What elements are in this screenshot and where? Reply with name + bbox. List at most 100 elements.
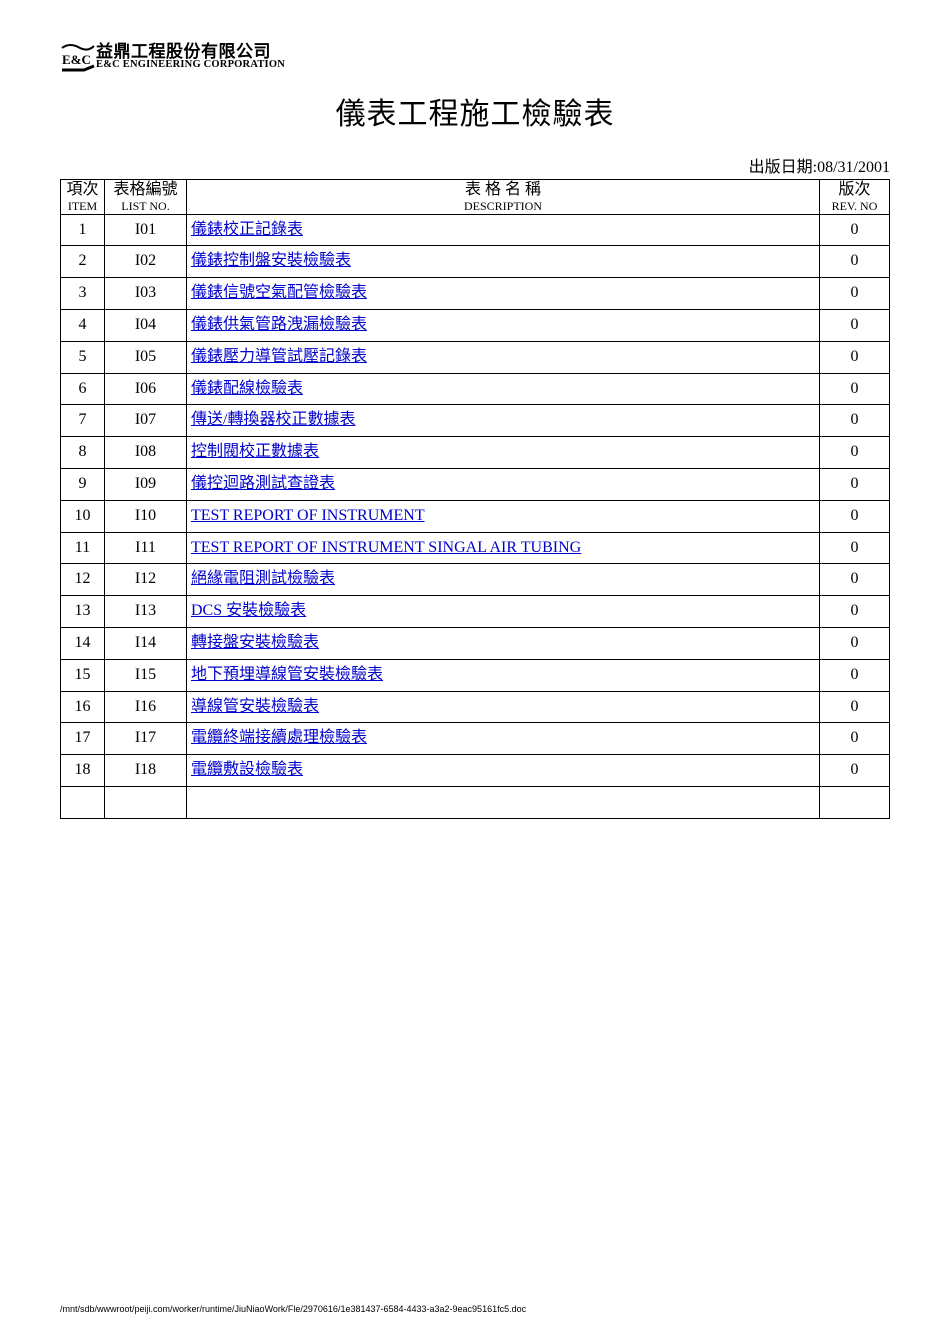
cell-list-no: I01 (105, 214, 187, 246)
cell-description: 儀錶信號空氣配管檢驗表 (187, 278, 820, 310)
cell-rev: 0 (820, 309, 890, 341)
cell-rev: 0 (820, 468, 890, 500)
form-link[interactable]: 電纜敷設檢驗表 (191, 761, 303, 778)
form-link[interactable]: 儀控迴路測試查證表 (191, 475, 335, 492)
header-desc-en: DESCRIPTION (187, 199, 819, 213)
form-link[interactable]: 儀錶壓力導管試壓記錄表 (191, 348, 367, 365)
cell-list-no: I12 (105, 564, 187, 596)
form-link[interactable]: DCS 安裝檢驗表 (191, 602, 306, 619)
cell-description: 控制閥校正數據表 (187, 437, 820, 469)
cell-item: 9 (61, 468, 105, 500)
cell-description: 傳送/轉換器校正數據表 (187, 405, 820, 437)
form-link[interactable]: 儀錶信號空氣配管檢驗表 (191, 284, 367, 301)
document-title: 儀表工程施工檢驗表 (60, 89, 890, 133)
cell-item: 8 (61, 437, 105, 469)
form-link[interactable]: 導線管安裝檢驗表 (191, 698, 319, 715)
form-link[interactable]: 絕緣電阻測試檢驗表 (191, 570, 335, 587)
cell-empty (187, 786, 820, 818)
form-link[interactable]: 電纜終端接續處理檢驗表 (191, 729, 367, 746)
table-header-row: 項次 ITEM 表格編號 LIST NO. 表 格 名 稱 DESCRIPTIO… (61, 180, 890, 215)
cell-rev: 0 (820, 564, 890, 596)
header-rev-en: REV. NO (820, 199, 889, 213)
cell-rev: 0 (820, 246, 890, 278)
form-link[interactable]: 儀錶校正記錄表 (191, 221, 303, 238)
company-logo-block: E&C 益鼎工程股份有限公司 E&C ENGINEERING CORPORATI… (60, 40, 890, 74)
cell-item: 5 (61, 341, 105, 373)
table-row: 18I18電纜敷設檢驗表0 (61, 755, 890, 787)
cell-rev: 0 (820, 691, 890, 723)
cell-description: 絕緣電阻測試檢驗表 (187, 564, 820, 596)
header-item-cn: 項次 (61, 180, 104, 199)
table-body: 1I01儀錶校正記錄表02I02儀錶控制盤安裝檢驗表03I03儀錶信號空氣配管檢… (61, 214, 890, 818)
table-row: 12I12絕緣電阻測試檢驗表0 (61, 564, 890, 596)
cell-empty (61, 786, 105, 818)
table-row: 1I01儀錶校正記錄表0 (61, 214, 890, 246)
header-desc-cn: 表 格 名 稱 (187, 180, 819, 199)
table-row: 13I13DCS 安裝檢驗表0 (61, 596, 890, 628)
cell-description: 導線管安裝檢驗表 (187, 691, 820, 723)
form-link[interactable]: 儀錶供氣管路洩漏檢驗表 (191, 316, 367, 333)
cell-rev: 0 (820, 627, 890, 659)
cell-list-no: I05 (105, 341, 187, 373)
table-row: 4I04儀錶供氣管路洩漏檢驗表0 (61, 309, 890, 341)
cell-rev: 0 (820, 723, 890, 755)
table-row: 6I06儀錶配線檢驗表0 (61, 373, 890, 405)
cell-description: 儀控迴路測試查證表 (187, 468, 820, 500)
cell-list-no: I18 (105, 755, 187, 787)
cell-list-no: I08 (105, 437, 187, 469)
footer-file-path: /mnt/sdb/wwwroot/peiji.com/worker/runtim… (60, 1304, 526, 1314)
cell-list-no: I06 (105, 373, 187, 405)
cell-empty (820, 786, 890, 818)
form-link[interactable]: 儀錶控制盤安裝檢驗表 (191, 252, 351, 269)
table-row: 9I09儀控迴路測試查證表 0 (61, 468, 890, 500)
header-rev-cn: 版次 (820, 180, 889, 199)
cell-description: 儀錶校正記錄表 (187, 214, 820, 246)
cell-item: 13 (61, 596, 105, 628)
cell-item: 16 (61, 691, 105, 723)
form-link[interactable]: TEST REPORT OF INSTRUMENT SINGAL AIR TUB… (191, 539, 581, 556)
cell-list-no: I07 (105, 405, 187, 437)
form-link[interactable]: 儀錶配線檢驗表 (191, 380, 303, 397)
header-item: 項次 ITEM (61, 180, 105, 215)
form-link[interactable]: 轉接盤安裝檢驗表 (191, 634, 319, 651)
cell-item: 3 (61, 278, 105, 310)
table-row: 10I10TEST REPORT OF INSTRUMENT0 (61, 500, 890, 532)
cell-item: 7 (61, 405, 105, 437)
cell-list-no: I13 (105, 596, 187, 628)
cell-item: 11 (61, 532, 105, 564)
pub-date-value: 08/31/2001 (817, 159, 890, 176)
table-row: 16I16導線管安裝檢驗表0 (61, 691, 890, 723)
cell-list-no: I15 (105, 659, 187, 691)
cell-item: 15 (61, 659, 105, 691)
cell-description: DCS 安裝檢驗表 (187, 596, 820, 628)
form-link[interactable]: 控制閥校正數據表 (191, 443, 319, 460)
table-row: 15I15地下預埋導線管安裝檢驗表0 (61, 659, 890, 691)
cell-rev: 0 (820, 341, 890, 373)
cell-rev: 0 (820, 500, 890, 532)
cell-list-no: I03 (105, 278, 187, 310)
cell-description: 儀錶壓力導管試壓記錄表 (187, 341, 820, 373)
cell-description: TEST REPORT OF INSTRUMENT SINGAL AIR TUB… (187, 532, 820, 564)
header-item-en: ITEM (61, 199, 104, 213)
cell-rev: 0 (820, 214, 890, 246)
header-description: 表 格 名 稱 DESCRIPTION (187, 180, 820, 215)
cell-list-no: I17 (105, 723, 187, 755)
table-row: 7I07傳送/轉換器校正數據表0 (61, 405, 890, 437)
table-row: 2I02儀錶控制盤安裝檢驗表0 (61, 246, 890, 278)
inspection-forms-table: 項次 ITEM 表格編號 LIST NO. 表 格 名 稱 DESCRIPTIO… (60, 179, 890, 819)
cell-description: 儀錶配線檢驗表 (187, 373, 820, 405)
form-link[interactable]: 地下預埋導線管安裝檢驗表 (191, 666, 383, 683)
cell-description: 轉接盤安裝檢驗表 (187, 627, 820, 659)
form-link[interactable]: 傳送/轉換器校正數據表 (191, 411, 355, 428)
table-row-empty (61, 786, 890, 818)
svg-text:E&C: E&C (62, 52, 91, 67)
table-row: 17I17電纜終端接續處理檢驗表0 (61, 723, 890, 755)
table-row: 5I05儀錶壓力導管試壓記錄表 0 (61, 341, 890, 373)
table-row: 8I08控制閥校正數據表0 (61, 437, 890, 469)
cell-rev: 0 (820, 373, 890, 405)
cell-rev: 0 (820, 755, 890, 787)
cell-description: 儀錶控制盤安裝檢驗表 (187, 246, 820, 278)
form-link[interactable]: TEST REPORT OF INSTRUMENT (191, 507, 425, 524)
pub-date-label: 出版日期 (749, 159, 813, 176)
cell-list-no: I09 (105, 468, 187, 500)
